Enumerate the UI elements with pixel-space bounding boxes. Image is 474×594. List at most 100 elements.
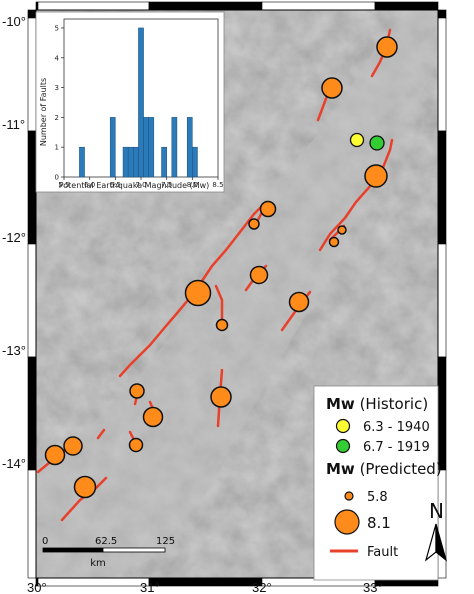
lat-label: -13° [2, 343, 26, 358]
predicted-quake-marker [73, 475, 97, 499]
predicted-quake-marker [129, 383, 145, 399]
scale-tick-label: 0 [42, 536, 48, 547]
histogram-y-tick-label: 3 [55, 84, 59, 92]
frame-segment [27, 9, 37, 19]
frame-segment [148, 1, 263, 11]
histogram-x-tick-label: 5.5 [58, 181, 69, 189]
histogram-y-tick-label: 1 [55, 144, 59, 152]
histogram-y-tick-label: 5 [55, 24, 59, 32]
histogram-x-tick-label: 8.0 [187, 181, 198, 189]
predicted-quake-marker [63, 436, 83, 456]
north-arrow-right-half [435, 523, 448, 562]
legend-1919-swatch [335, 438, 351, 454]
predicted-quake-marker [184, 279, 212, 307]
lon-label: 32° [252, 580, 272, 594]
lat-label: -10° [2, 14, 26, 29]
predicted-quake-marker [337, 225, 347, 235]
legend-box: Mw (Historic) 6.3 - 1940 6.7 - 1919 Mw (… [313, 385, 442, 581]
lat-label: -12° [2, 230, 26, 245]
histogram-y-tick-label: 0 [55, 174, 59, 182]
histogram-x-tick-label: 8.5 [212, 181, 223, 189]
lon-label: 30° [27, 580, 47, 594]
north-arrow: N [424, 499, 448, 562]
north-arrow-label: N [429, 499, 444, 523]
historic-earthquakes [349, 132, 385, 151]
predicted-quake-marker [376, 36, 398, 58]
frame-segment [437, 356, 447, 471]
scale-unit-label: km [90, 558, 106, 569]
predicted-quake-marker [128, 437, 144, 453]
frame-segment [437, 469, 447, 579]
scale-segment-black [42, 547, 104, 553]
predicted-quake-marker [142, 406, 164, 428]
historic-quake-1919-marker [369, 135, 385, 151]
histogram-bar [127, 146, 134, 178]
predicted-quake-marker [248, 218, 260, 230]
histogram-bar [79, 146, 85, 178]
legend-large-magnitude-label: 8.1 [367, 514, 391, 532]
histogram-bar [138, 27, 144, 178]
histogram-bar [143, 117, 149, 178]
histogram-bar [186, 117, 193, 178]
inset-histogram: 5.5 6.0 6.5 7.0 7.5 8.0 8.5 0 1 2 3 4 5 Number of Fa… [35, 11, 225, 193]
lon-label: 31° [140, 580, 160, 594]
histogram-bar [161, 146, 167, 178]
longitude-labels: 30° 31° 32° 33° [27, 580, 383, 594]
predicted-quake-marker [215, 318, 229, 332]
histogram-bar [133, 146, 139, 178]
histogram-bar [122, 146, 129, 178]
map-frame [27, 1, 447, 587]
frame-segment [437, 130, 447, 245]
histogram-y-tick-label: 4 [55, 54, 60, 62]
frame-segment [27, 243, 37, 358]
histogram-x-tick-label: 6.5 [110, 181, 121, 189]
histogram-x-tick-label: 6.0 [84, 181, 95, 189]
fault-line [96, 428, 106, 440]
fault-line [214, 284, 224, 324]
legend-historic-title: Mw (Historic) [326, 395, 428, 413]
frame-segment [148, 577, 263, 587]
frame-segment [27, 17, 37, 132]
predicted-quake-marker [210, 386, 232, 408]
predicted-quake-marker [328, 236, 340, 248]
histogram-x-tick-label: 7.5 [161, 181, 172, 189]
historic-quake-1940-marker [349, 132, 365, 148]
fault-line [318, 138, 394, 252]
frame-segment [261, 1, 376, 11]
frame-segment [27, 130, 37, 245]
predicted-quake-marker [44, 444, 66, 466]
histogram-x-tick-label: 7.0 [135, 181, 146, 189]
histogram-xlabel: Potential Earthquake Magnitude (Mw) [59, 181, 210, 190]
lat-label: -11° [2, 117, 25, 132]
histogram-y-tick-label: 2 [55, 114, 59, 122]
legend-small-magnitude-label: 5.8 [367, 490, 388, 505]
lon-label: 33° [363, 580, 383, 594]
latitude-labels: -10° -11° -12° -13° -14° [2, 14, 26, 471]
scale-segment-white [102, 547, 166, 553]
histogram-bar [192, 146, 198, 178]
legend-background [313, 385, 439, 581]
predicted-quake-marker [321, 77, 343, 99]
rift-escarpment-shading [36, 10, 438, 578]
map-border [35, 9, 439, 579]
frame-segment [27, 469, 37, 579]
frame-segment [437, 17, 447, 132]
frame-segment [374, 1, 439, 11]
predicted-quake-marker [364, 164, 388, 188]
histogram-bar [171, 117, 178, 178]
legend-large-magnitude-swatch [334, 509, 360, 535]
histogram-bar [109, 117, 116, 178]
scale-tick-label: 125 [156, 536, 175, 547]
frame-segment [27, 356, 37, 471]
predicted-quake-marker [249, 265, 269, 285]
frame-segment [37, 1, 150, 11]
legend-small-magnitude-swatch [344, 491, 354, 501]
frame-segment [437, 243, 447, 358]
legend-1940-label: 6.3 - 1940 [363, 420, 430, 435]
lat-label: -14° [2, 456, 26, 471]
legend-1940-swatch [335, 418, 351, 434]
predicted-earthquakes [44, 36, 398, 499]
scale-tick-label: 62.5 [95, 536, 117, 547]
legend-1919-label: 6.7 - 1919 [363, 440, 430, 455]
